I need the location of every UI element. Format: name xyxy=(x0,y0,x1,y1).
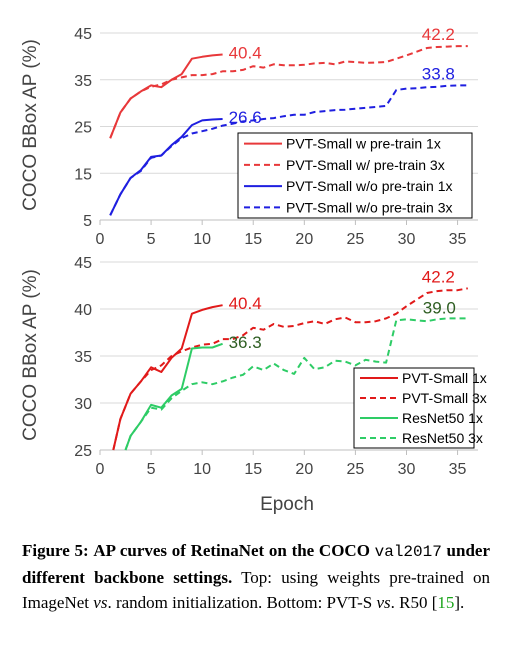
caption-text-1: Top: using weights pre-trained on ImageN… xyxy=(22,568,490,612)
x-tick-label: 25 xyxy=(347,231,365,248)
series-line xyxy=(112,304,223,451)
caption-figure-label: Figure 5: xyxy=(22,541,89,560)
y-tick-label: 45 xyxy=(74,26,92,43)
data-label: 42.2 xyxy=(422,25,455,44)
legend-label: PVT-Small w/ pre-train 3x xyxy=(286,157,445,173)
y-axis-label: COCO BBox AP (%) xyxy=(20,269,41,441)
legend-label: PVT-Small 1x xyxy=(402,370,487,386)
series-line xyxy=(124,342,223,451)
legend-label: PVT-Small w pre-train 1x xyxy=(286,136,441,152)
y-tick-label: 40 xyxy=(74,302,92,319)
y-tick-label: 15 xyxy=(74,166,92,183)
data-label: 40.4 xyxy=(229,294,262,313)
caption-bold-text-2: under different backbone settings. xyxy=(22,541,491,587)
y-tick-label: 5 xyxy=(83,213,92,230)
legend-label: ResNet50 3x xyxy=(402,430,483,446)
y-tick-label: 45 xyxy=(74,255,92,272)
series-line xyxy=(109,84,468,216)
x-tick-label: 35 xyxy=(449,461,467,478)
caption-text-3: . R50 [ xyxy=(390,593,438,612)
x-tick-label: 35 xyxy=(449,231,467,248)
series-line xyxy=(109,118,223,216)
x-tick-label: 0 xyxy=(96,231,105,248)
legend-box xyxy=(353,367,475,449)
x-tick-label: 5 xyxy=(147,231,156,248)
data-label: 26.6 xyxy=(229,108,262,127)
y-tick-label: 30 xyxy=(74,396,92,413)
series-line xyxy=(112,287,468,451)
caption-mono-text: val2017 xyxy=(374,543,442,561)
data-label: 39.0 xyxy=(423,298,456,317)
y-tick-label: 25 xyxy=(74,443,92,460)
data-label: 36.3 xyxy=(229,333,262,352)
x-tick-label: 20 xyxy=(295,231,313,248)
x-tick-label: 10 xyxy=(193,231,211,248)
y-tick-label: 35 xyxy=(74,349,92,366)
legend-label: ResNet50 1x xyxy=(402,410,483,426)
caption-vs-1: vs xyxy=(93,593,108,612)
data-label: 40.4 xyxy=(229,44,262,63)
legend-label: PVT-Small 3x xyxy=(402,390,487,406)
legend-box xyxy=(237,132,473,219)
figure-caption: Figure 5: AP curves of RetinaNet on the … xyxy=(22,538,490,615)
x-tick-label: 30 xyxy=(398,231,416,248)
legend-label: PVT-Small w/o pre-train 1x xyxy=(286,178,453,194)
caption-vs-2: vs xyxy=(376,593,391,612)
y-tick-label: 35 xyxy=(74,73,92,90)
y-tick-label: 25 xyxy=(74,120,92,137)
data-label: 33.8 xyxy=(422,64,455,83)
series-line xyxy=(109,53,223,139)
caption-bold-text-1: AP curves of RetinaNet on the COCO xyxy=(93,541,370,560)
x-tick-label: 30 xyxy=(398,461,416,478)
x-tick-label: 25 xyxy=(347,461,365,478)
x-tick-label: 15 xyxy=(244,231,262,248)
data-label: 42.2 xyxy=(422,267,455,286)
series-line xyxy=(109,45,468,139)
bottom-chart: 25 30 35 40 45 0 5 10 15 20 25 30 35 COCO BBox AP (%)… xyxy=(20,255,487,515)
series-line xyxy=(124,317,468,451)
x-tick-label: 20 xyxy=(295,461,313,478)
x-tick-label: 15 xyxy=(244,461,262,478)
x-tick-label: 5 xyxy=(147,461,156,478)
y-axis-label: COCO BBox AP (%) xyxy=(20,39,41,211)
x-tick-label: 10 xyxy=(193,461,211,478)
caption-citation-link[interactable]: 15 xyxy=(437,593,455,612)
x-axis-label: Epoch xyxy=(260,494,314,515)
caption-text-2: . random initialization. Bottom: PVT-S xyxy=(107,593,373,612)
x-tick-label: 0 xyxy=(96,461,105,478)
caption-text-4: ]. xyxy=(454,593,465,612)
legend-label: PVT-Small w/o pre-train 3x xyxy=(286,199,453,215)
